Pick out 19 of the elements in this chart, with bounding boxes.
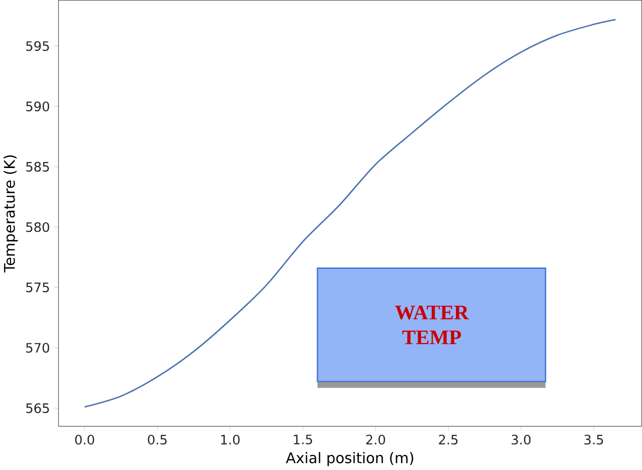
x-axis-title: Axial position (m) xyxy=(286,452,414,466)
x-tick-label: 2.0 xyxy=(366,434,386,445)
y-tick-label: 565 xyxy=(26,403,49,414)
x-tick-label: 2.5 xyxy=(438,434,458,445)
x-tick-label: 0.5 xyxy=(148,434,167,445)
y-tick-label: 595 xyxy=(26,41,49,52)
x-tick-label: 1.5 xyxy=(294,434,312,444)
y-tick-label: 575 xyxy=(26,282,49,292)
x-tick-label: 0.0 xyxy=(75,434,94,445)
x-tick-label: 1.0 xyxy=(221,434,240,445)
y-tick-label: 585 xyxy=(26,162,49,172)
y-tick-label: 570 xyxy=(26,343,50,353)
line-series xyxy=(84,18,616,408)
x-tick-label: 3.5 xyxy=(584,434,603,445)
y-axis-title: Temperature (K) xyxy=(4,155,18,273)
y-tick-label: 590 xyxy=(26,102,50,112)
x-tick-label: 3.0 xyxy=(512,434,531,445)
y-tick-label: 580 xyxy=(26,222,50,232)
annotation: WATER TEMP xyxy=(395,306,469,344)
